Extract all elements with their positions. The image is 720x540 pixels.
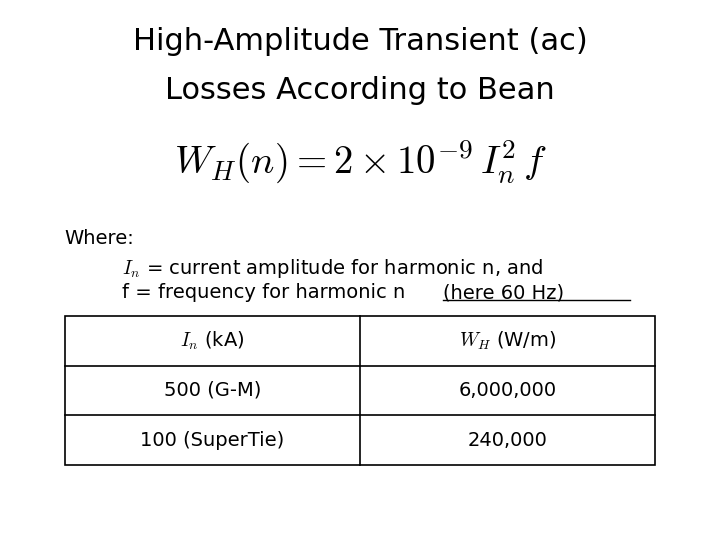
Text: 500 (G-M): 500 (G-M): [163, 381, 261, 400]
Text: f = frequency for harmonic n: f = frequency for harmonic n: [122, 284, 412, 302]
Text: $W_{H}(n) = 2 \times 10^{-9}\, I_n^2\, f$: $W_{H}(n) = 2 \times 10^{-9}\, I_n^2\, f…: [174, 138, 546, 185]
Text: 100 (SuperTie): 100 (SuperTie): [140, 430, 284, 450]
Text: High-Amplitude Transient (ac): High-Amplitude Transient (ac): [132, 27, 588, 56]
Text: (here 60 Hz): (here 60 Hz): [443, 284, 564, 302]
Text: $W_H$ (W/m): $W_H$ (W/m): [459, 329, 557, 352]
Text: $I_n$ (kA): $I_n$ (kA): [180, 329, 245, 352]
Text: Where:: Where:: [65, 230, 135, 248]
Text: $I_n$ = current amplitude for harmonic n, and: $I_n$ = current amplitude for harmonic n…: [122, 256, 544, 280]
Text: 6,000,000: 6,000,000: [459, 381, 557, 400]
Bar: [65, 316, 655, 465]
Text: 240,000: 240,000: [468, 430, 547, 450]
Text: Losses According to Bean: Losses According to Bean: [165, 76, 555, 105]
